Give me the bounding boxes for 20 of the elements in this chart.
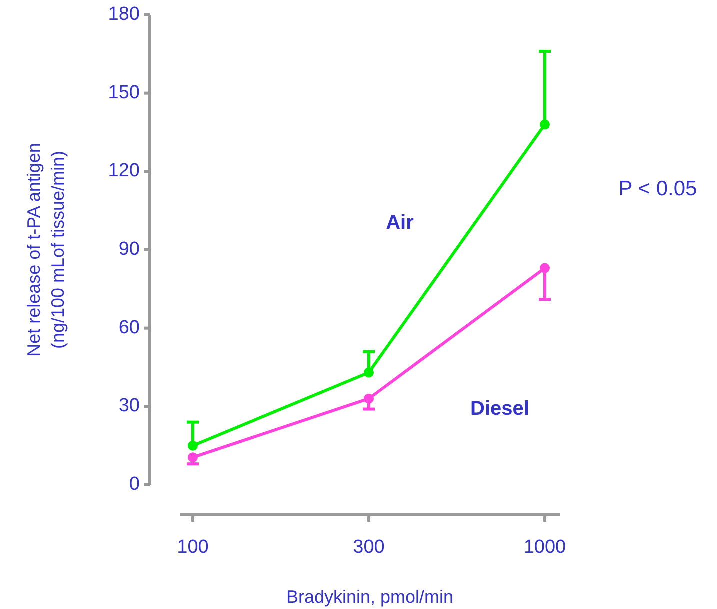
annotation: P < 0.05	[618, 178, 698, 201]
x-tick-label: 1000	[524, 537, 566, 558]
y-tick-label: 120	[108, 160, 140, 182]
point	[188, 440, 198, 451]
text: Diesel	[470, 398, 530, 420]
x-axis-title: Bradykinin, pmol/min	[286, 586, 454, 607]
y-tick-label: 60	[118, 317, 140, 338]
point	[364, 394, 374, 404]
y-axis-title: Net release of t-PA antigen (ng/100 mLof tissue/min)	[24, 143, 68, 357]
x-tick-label: 100	[177, 537, 209, 558]
point	[364, 368, 374, 378]
x-tick-label: 300	[353, 537, 385, 558]
y-tick-label: 180	[108, 4, 140, 26]
point	[540, 263, 550, 274]
point	[540, 120, 550, 130]
y-tick-label: 0	[129, 474, 140, 496]
y-tick-label: 150	[108, 82, 140, 104]
y-tick-label: 30	[118, 396, 140, 417]
y-tick-label: 90	[118, 239, 140, 260]
text: Air	[386, 212, 414, 234]
